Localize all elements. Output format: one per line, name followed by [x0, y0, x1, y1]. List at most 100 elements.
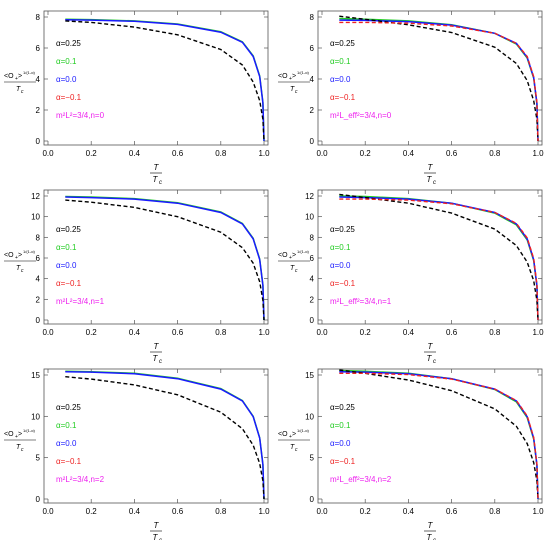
x-tick-label: 1.0: [532, 328, 544, 337]
y-axis-label-numerator-close: >: [292, 431, 296, 438]
y-axis-label-numerator-close: >: [292, 252, 296, 259]
series-line--0-1: [339, 372, 539, 500]
y-axis-label-numerator: <O: [278, 431, 288, 438]
series-line--0-25: [339, 15, 539, 142]
x-tick-label: 0.8: [215, 328, 227, 337]
x-axis-label-denominator: T: [153, 354, 159, 363]
y-axis-label-numerator-close: >: [18, 252, 22, 259]
x-axis-label-denominator-sub: c: [433, 359, 436, 365]
y-tick-label: 12: [31, 192, 40, 201]
x-tick-label: 0.4: [129, 507, 141, 516]
x-tick-label: 0.8: [489, 149, 501, 158]
legend-entry-parameters: m²L²=3/4,n=0: [56, 111, 105, 120]
y-axis-label-numerator-close: >: [18, 73, 22, 80]
x-tick-label: 0.2: [360, 328, 372, 337]
plot-frame: [317, 368, 543, 504]
y-tick-label: 0: [36, 316, 41, 325]
y-tick-label: 6: [310, 254, 315, 263]
y-tick-label: 6: [36, 254, 41, 263]
y-axis-label-numerator-sub: +: [15, 255, 18, 261]
legend-entry-alpha-3: α=−0.1: [330, 457, 356, 466]
y-tick-label: 8: [36, 233, 41, 242]
x-axis-label-numerator: T: [428, 521, 434, 530]
plot-frame: [43, 368, 269, 504]
series-line--0-0: [65, 196, 265, 321]
series-line--0-1: [339, 17, 539, 142]
y-tick-label: 15: [305, 371, 314, 380]
x-tick-label: 0.8: [489, 507, 501, 516]
legend-entry-alpha-0: α=0.25: [56, 403, 81, 412]
x-axis-label-denominator: T: [427, 175, 433, 184]
x-tick-label: 0.6: [172, 149, 184, 158]
y-tick-label: 10: [31, 412, 40, 421]
y-axis-label-numerator-close: >: [292, 73, 296, 80]
y-tick-label: 10: [31, 213, 40, 222]
plot-frame: [43, 10, 269, 146]
y-axis-label-denominator: T: [16, 444, 21, 451]
x-axis-label-denominator-sub: c: [159, 180, 162, 186]
x-axis-label-denominator-sub: c: [159, 359, 162, 365]
legend-entry-alpha-1: α=0.1: [330, 57, 351, 66]
x-axis-label-denominator: T: [427, 354, 433, 363]
x-tick-label: 0.2: [360, 507, 372, 516]
series-line--0-1: [339, 198, 539, 321]
x-tick-label: 0.2: [86, 149, 98, 158]
legend-entry-alpha-3: α=−0.1: [56, 457, 82, 466]
chart-panel-bottom-left: 0510150.00.20.40.60.81.0TTc<O+>1/(1-α)Tc…: [4, 368, 270, 544]
legend-entry-alpha-2: α=0.0: [56, 75, 77, 84]
x-tick-label: 0.4: [129, 149, 141, 158]
x-tick-label: 0.6: [446, 149, 458, 158]
y-axis-label-numerator: <O: [4, 252, 14, 259]
y-tick-label: 15: [31, 371, 40, 380]
x-tick-label: 0.4: [129, 328, 141, 337]
x-tick-label: 0.8: [489, 328, 501, 337]
y-axis-label-exponent: 1/(1-α): [23, 70, 36, 75]
x-axis-label-numerator: T: [428, 163, 434, 172]
y-tick-label: 4: [36, 275, 41, 284]
legend-entry-alpha-1: α=0.1: [56, 421, 77, 430]
x-tick-label: 1.0: [532, 149, 544, 158]
y-axis-label-numerator-sub: +: [289, 76, 292, 82]
y-axis-label-exponent: 1/(1-α): [23, 428, 36, 433]
y-axis-label-denominator-sub: c: [295, 268, 298, 274]
x-tick-label: 0.0: [316, 507, 328, 516]
legend-entry-alpha-1: α=0.1: [56, 243, 77, 252]
y-tick-label: 10: [305, 412, 314, 421]
legend-entry-alpha-3: α=−0.1: [56, 93, 82, 102]
x-tick-label: 0.2: [360, 149, 372, 158]
y-axis-label-denominator: T: [290, 444, 295, 451]
x-tick-label: 0.0: [42, 507, 54, 516]
x-axis-label-numerator: T: [428, 342, 434, 351]
x-axis-label-numerator: T: [154, 163, 160, 172]
y-tick-label: 2: [310, 295, 315, 304]
x-tick-label: 0.2: [86, 328, 98, 337]
y-axis-label-numerator: <O: [4, 431, 14, 438]
x-tick-label: 1.0: [258, 149, 270, 158]
x-axis-label-denominator-sub: c: [433, 180, 436, 186]
x-tick-label: 0.0: [42, 328, 54, 337]
y-axis-label-numerator: <O: [278, 252, 288, 259]
series-line--0-25: [339, 369, 539, 500]
x-tick-label: 1.0: [532, 507, 544, 516]
y-axis-label-numerator-sub: +: [289, 255, 292, 261]
legend-entry-alpha-0: α=0.25: [330, 39, 355, 48]
y-tick-label: 8: [310, 233, 315, 242]
y-axis-label-denominator-sub: c: [21, 268, 24, 274]
series-line--0-25: [339, 193, 539, 321]
y-axis-label-denominator: T: [16, 265, 21, 272]
y-axis-label-exponent: 1/(1-α): [297, 249, 310, 254]
y-axis-label-numerator-sub: +: [15, 434, 18, 440]
legend-entry-parameters: m²L²=3/4,n=1: [56, 297, 105, 306]
y-tick-label: 2: [36, 295, 41, 304]
y-axis-label-denominator-sub: c: [295, 89, 298, 95]
y-tick-label: 4: [36, 75, 41, 84]
series-line--0-25: [65, 376, 265, 500]
y-axis-label-numerator-sub: +: [289, 434, 292, 440]
x-tick-label: 0.6: [446, 328, 458, 337]
x-tick-label: 0.0: [42, 149, 54, 158]
legend-entry-parameters: m²L_eff²=3/4,n=1: [330, 297, 392, 306]
x-axis-label-denominator: T: [427, 533, 433, 540]
y-tick-label: 0: [310, 316, 315, 325]
